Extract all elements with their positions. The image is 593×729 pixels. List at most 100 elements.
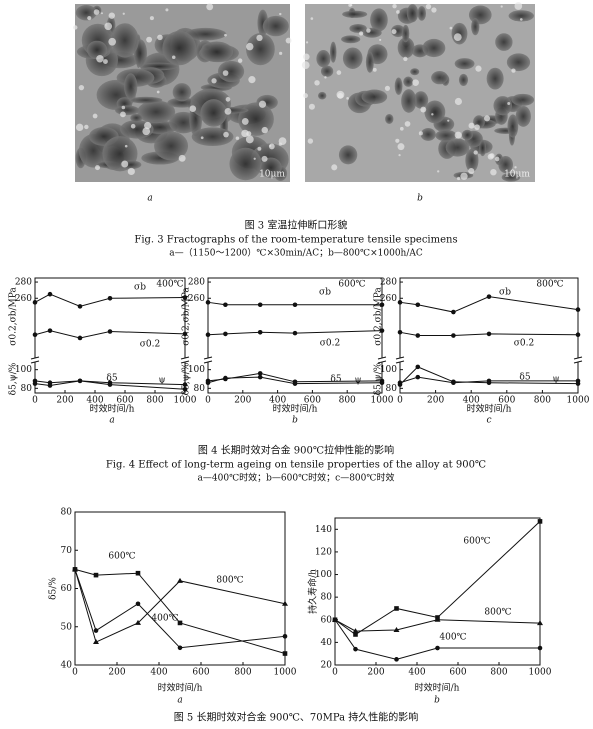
marker [77,304,83,309]
y-tick-label: 70 [61,546,73,556]
y-tick-label: 80 [21,384,33,394]
caption-cn: 图 5 长期时效对合金 900℃、70MPa 持久性能的影响 [174,711,419,724]
marker [379,302,385,308]
series-label: 800℃ [484,608,511,618]
texture [93,9,100,15]
axis-break [573,356,583,360]
texture [461,129,473,141]
marker [451,333,456,338]
x-tick-label: 1000 [274,668,297,678]
texture [310,17,314,20]
x-tick-label: 200 [427,396,444,406]
marker [257,374,263,380]
x-axis-label: 时效时间/h [415,682,460,694]
texture [279,12,282,16]
y-tick-label: 260 [380,294,397,304]
texture [224,107,232,115]
texture [395,138,400,143]
x-axis-label: 时效时间/h [158,682,203,694]
x-tick-label: 0 [205,396,211,406]
marker [486,331,492,337]
texture [246,131,252,137]
axis-break [30,356,40,360]
annotation: 600℃ [338,280,365,290]
chart: 0 200 400 600 800 1000 40 50 60 70 80 δ5/% 时效时间/h a 60… [49,508,297,706]
marker [435,645,440,651]
texture [165,8,169,12]
y-tick-label: 50 [61,622,73,632]
texture [507,114,519,138]
x-tick-label: 1000 [529,668,552,678]
texture [246,42,254,51]
scale-bar-label: 10μm [504,170,530,180]
x-tick-label: 800 [534,396,551,406]
y-tick-label: 280 [188,278,205,288]
marker [93,639,99,645]
texture [303,93,308,99]
texture [431,71,449,85]
y-axis-label: σ0.2,σb/MPa [182,287,192,346]
y-tick-label: 20 [321,661,333,671]
texture [474,124,480,130]
marker [223,331,228,337]
marker [415,364,421,370]
texture [506,53,531,72]
texture [279,51,283,55]
texture [484,115,491,122]
x-tick-label: 800 [339,396,356,406]
x-tick-label: 0 [397,396,403,406]
texture [108,12,115,19]
marker [32,332,38,338]
texture [359,31,364,36]
series-label: σb [134,283,146,293]
texture [317,91,327,100]
texture [191,127,234,147]
marker [394,657,399,662]
texture [316,50,331,68]
texture [331,164,338,171]
texture [507,102,511,105]
y-tick-label: 100 [315,570,332,580]
y-tick-label: 40 [61,661,73,671]
texture [200,136,204,140]
texture [479,139,487,157]
texture [184,27,227,41]
marker [135,619,141,625]
texture [320,65,334,77]
texture [410,68,420,76]
marker [257,371,263,376]
x-tick-label: 400 [86,396,103,406]
texture [104,22,113,31]
x-tick-label: 200 [108,668,125,678]
marker [93,572,99,578]
texture [171,55,176,59]
texture [514,166,517,169]
series-line [334,619,540,660]
marker [47,383,53,388]
y-tick-label: 100 [380,365,397,375]
texture [162,30,197,66]
marker [32,300,38,305]
series-label: δ5 [106,374,117,384]
texture [75,5,97,21]
marker [352,628,359,634]
axis-break [574,358,582,362]
chart: 0 200 400 600 800 1000 260 280 80 100 σ0.2,σb/MPa δ… [9,277,197,426]
marker [486,294,492,299]
marker [537,519,543,524]
panel-label: b [434,696,440,706]
texture [418,131,423,136]
texture [394,77,403,95]
y-tick-label: 80 [194,384,206,394]
axis-break [573,360,583,364]
x-tick-label: 200 [56,396,73,406]
axis-break [31,358,39,362]
marker [177,645,183,651]
texture [349,24,367,33]
x-tick-label: 600 [192,668,209,678]
marker [575,332,581,338]
marker [282,600,288,606]
annotation: 400℃ [156,280,183,290]
texture [425,3,432,10]
texture [224,33,227,37]
